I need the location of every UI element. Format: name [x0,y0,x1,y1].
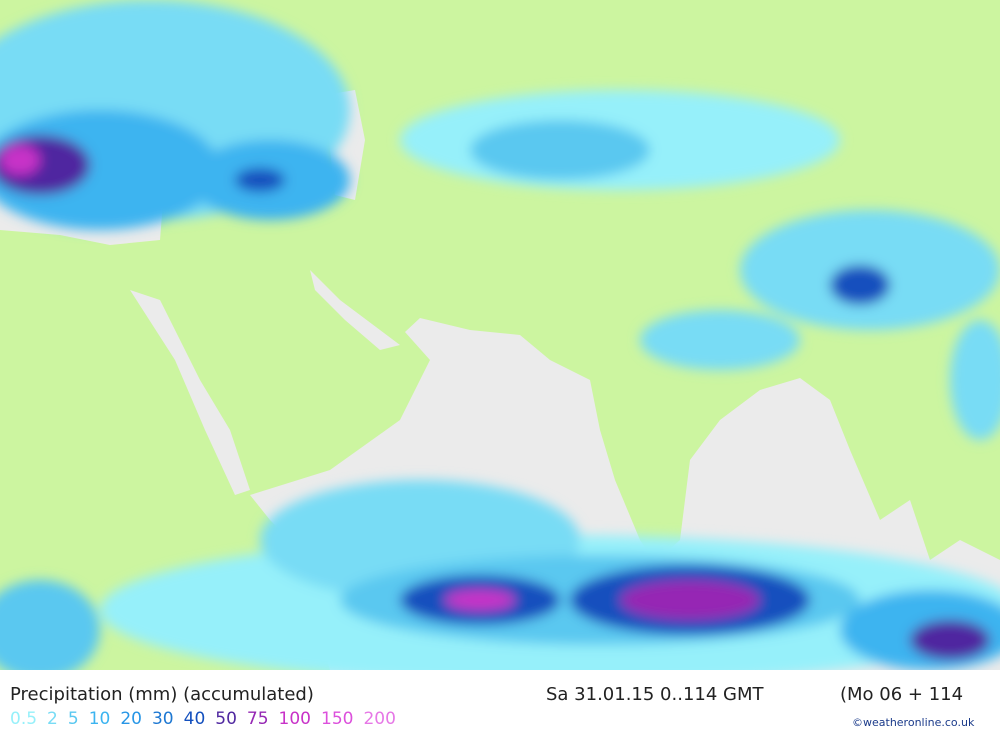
legend-label: 10 [88,709,111,729]
legend: 0.5 2 5 10 20 30 40 50 75 100 150 200 [10,709,406,729]
map-title: Precipitation (mm) (accumulated) [10,684,314,705]
legend-label: 2 [47,709,58,729]
valid-time: Sa 31.01.15 0..114 GMT [546,684,764,705]
credit: ©weatheronline.co.uk [852,716,975,729]
legend-label: 30 [151,709,174,729]
legend-label: 200 [363,709,396,729]
legend-label: 40 [183,709,206,729]
legend-label: 75 [246,709,269,729]
legend-label: 20 [120,709,142,729]
precipitation [0,0,1000,670]
legend-label: 0.5 [10,709,38,729]
run-time: (Mo 06 + 114 [840,684,964,705]
legend-label: 100 [278,709,311,729]
precipitation-map [0,0,1000,670]
legend-label: 5 [67,709,79,729]
legend-label: 150 [321,709,354,729]
legend-label: 50 [215,709,237,729]
